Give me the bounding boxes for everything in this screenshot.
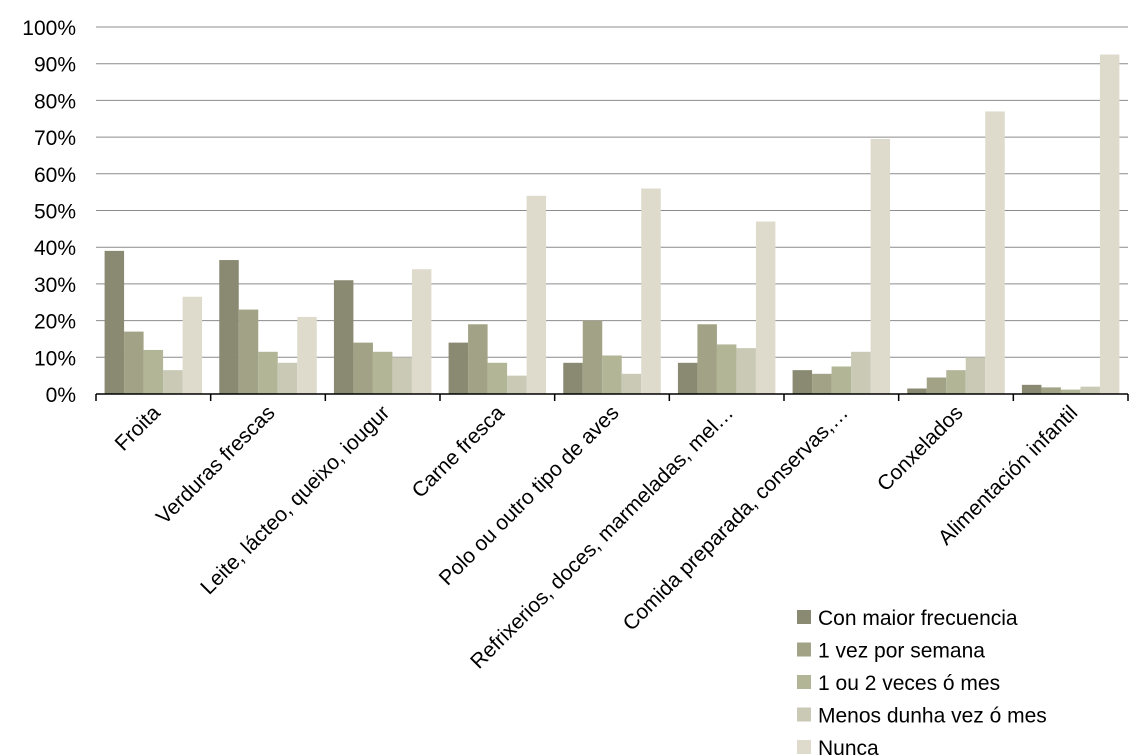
y-axis-ticks: 0% 10% 20% 30% 40% 50% 60% 70% 80% 90% 100% (22, 17, 76, 407)
x-tick-label: Comida preparada, conservas,… (619, 401, 853, 635)
bar (468, 324, 488, 394)
y-tick-label: 20% (34, 311, 76, 334)
bar (277, 362, 298, 394)
bar (965, 357, 986, 394)
bar (1060, 389, 1081, 394)
y-tick-label: 50% (34, 201, 76, 224)
bar (677, 362, 698, 394)
bar (736, 348, 756, 395)
bar (792, 370, 813, 394)
bar (582, 320, 603, 394)
bar (1021, 384, 1042, 394)
gridlines (96, 26, 1128, 358)
bar (526, 195, 547, 394)
y-tick-label: 100% (22, 17, 76, 40)
y-tick-label: 70% (34, 127, 76, 150)
legend-label: Menos dunha vez ó mes (818, 705, 1047, 728)
bar (831, 366, 852, 394)
legend-label: 1 vez por semana (818, 640, 985, 663)
y-tick-label: 40% (34, 237, 76, 260)
y-tick-label: 60% (34, 164, 76, 187)
legend-swatch (797, 707, 811, 722)
x-tick-label: Refrixerios, doces, marmeladas, mel… (466, 401, 738, 673)
bar (238, 309, 259, 394)
bar (621, 373, 642, 394)
legend-label: Con maior frecuencia (818, 607, 1018, 630)
bar (297, 316, 317, 394)
bar (507, 375, 527, 394)
bar (1099, 54, 1120, 395)
bar (641, 188, 661, 394)
bar (448, 342, 469, 394)
bar (697, 324, 717, 394)
y-tick-label: 10% (34, 347, 76, 370)
legend-label: 1 ou 2 veces ó mes (818, 672, 1000, 695)
bar (907, 388, 927, 394)
bar (219, 260, 239, 394)
bar (926, 377, 947, 394)
legend: Con maior frecuencia 1 vez por semana 1 ou… (797, 607, 1047, 756)
bar (1080, 386, 1100, 394)
x-tick-label: Conxelados (873, 401, 968, 496)
legend-swatch (797, 610, 811, 624)
x-tick-label: Froita (111, 401, 165, 455)
bar (372, 351, 393, 394)
bar (602, 355, 622, 394)
bar (143, 349, 164, 394)
x-tick-label: Leite, lácteo, queixo, iougur (196, 401, 394, 599)
legend-swatch (797, 642, 811, 657)
bar (124, 331, 144, 394)
bar (353, 342, 373, 394)
y-tick-label: 90% (34, 54, 76, 77)
bar (487, 362, 508, 394)
bar (333, 280, 354, 394)
bar (182, 296, 203, 394)
y-tick-label: 80% (34, 90, 76, 113)
y-tick-label: 30% (34, 274, 76, 297)
bar (1041, 387, 1061, 394)
legend-label: Nunca (818, 737, 879, 756)
bar (716, 344, 737, 394)
bar (392, 357, 412, 394)
bar (258, 351, 278, 394)
y-tick-label: 0% (46, 384, 76, 407)
bar (985, 111, 1005, 394)
legend-swatch (797, 740, 811, 754)
bar (946, 370, 966, 394)
x-axis (95, 393, 1129, 401)
x-tick-label: Carne fresca (408, 401, 509, 502)
x-tick-label: Verduras frescas (152, 401, 280, 529)
bar (104, 250, 125, 394)
bar (755, 221, 776, 394)
bar (163, 370, 183, 394)
bars (104, 54, 1120, 395)
bar (411, 269, 432, 394)
bar (851, 351, 871, 394)
bar (812, 373, 832, 394)
bar (563, 362, 583, 394)
bar (870, 138, 891, 394)
legend-swatch (797, 675, 811, 689)
